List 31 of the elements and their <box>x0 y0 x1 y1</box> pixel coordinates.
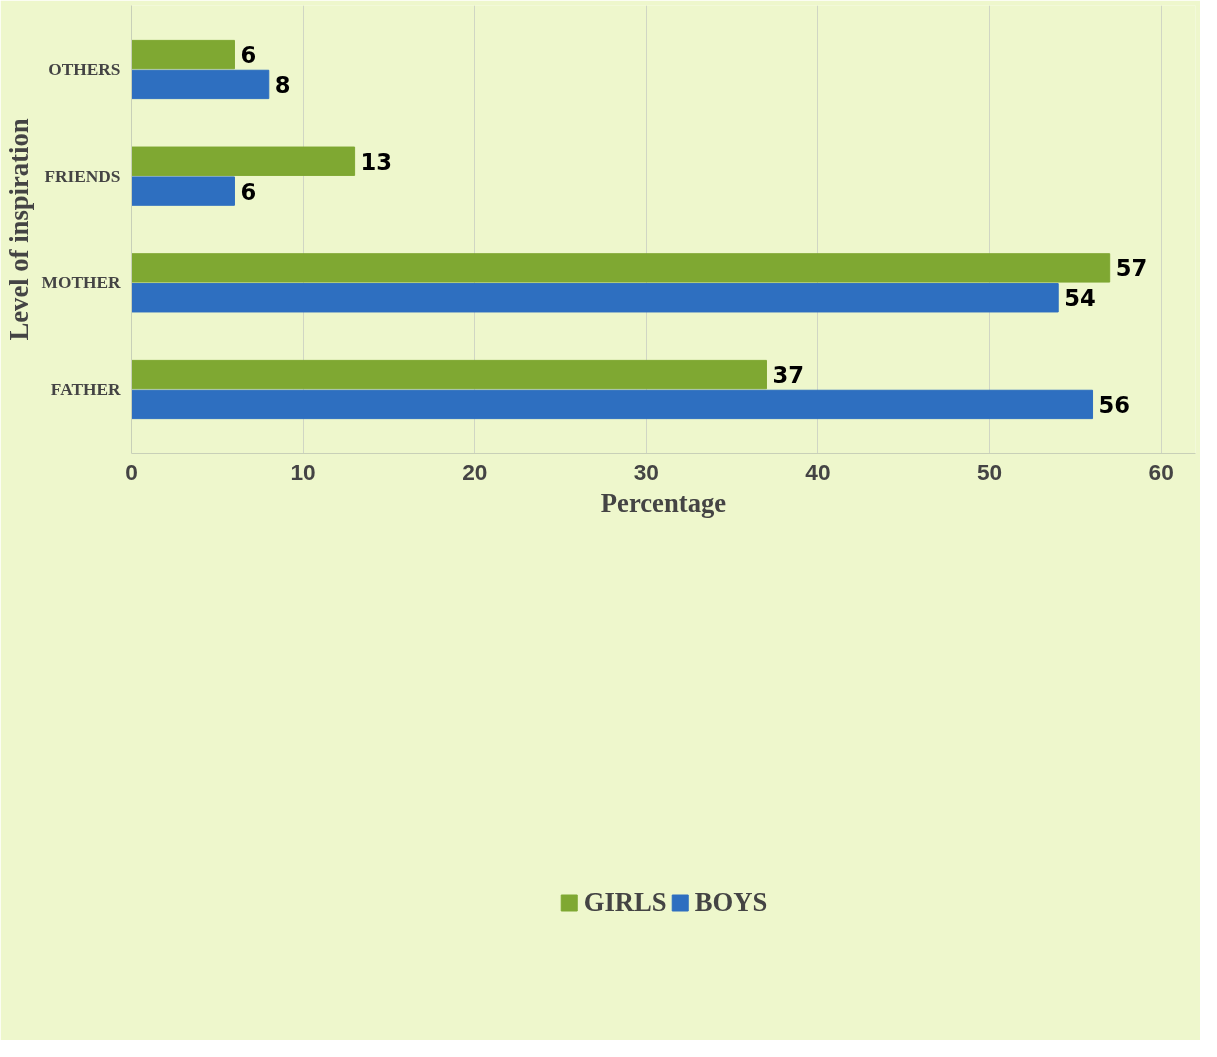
data-label: 56 <box>1098 391 1131 418</box>
data-label: 8 <box>274 71 291 98</box>
data-label: 57 <box>1115 255 1148 282</box>
x-tick-label: 20 <box>462 458 488 485</box>
bar <box>131 39 235 70</box>
data-label: 13 <box>360 148 393 175</box>
bar <box>131 389 1094 420</box>
y-axis-title: Level of inspiration <box>3 118 34 341</box>
legend-label: GIRLS <box>583 886 667 918</box>
x-tick-label: 60 <box>1148 458 1174 485</box>
x-tick-label: 50 <box>976 458 1003 485</box>
y-tick-label: MOTHER <box>41 273 121 293</box>
y-tick-label: FATHER <box>50 380 121 399</box>
data-label: 6 <box>240 42 257 69</box>
legend-label: BOYS <box>694 886 768 918</box>
x-axis-title: Percentage <box>600 487 727 518</box>
y-tick-label: FRIENDS <box>44 166 121 186</box>
bar <box>131 146 356 176</box>
x-tick-label: 40 <box>805 458 831 485</box>
bar <box>131 69 270 100</box>
data-label: 6 <box>240 178 257 205</box>
x-tick-label: 10 <box>290 458 316 485</box>
bar <box>131 253 1111 283</box>
x-tick-label: 30 <box>633 458 659 485</box>
bar <box>131 359 767 390</box>
data-label: 37 <box>772 362 804 389</box>
bar <box>131 283 1059 313</box>
x-tick-label: 0 <box>125 458 138 485</box>
y-tick-label: OTHERS <box>48 60 121 79</box>
data-label: 54 <box>1064 285 1096 312</box>
bar <box>131 176 235 206</box>
